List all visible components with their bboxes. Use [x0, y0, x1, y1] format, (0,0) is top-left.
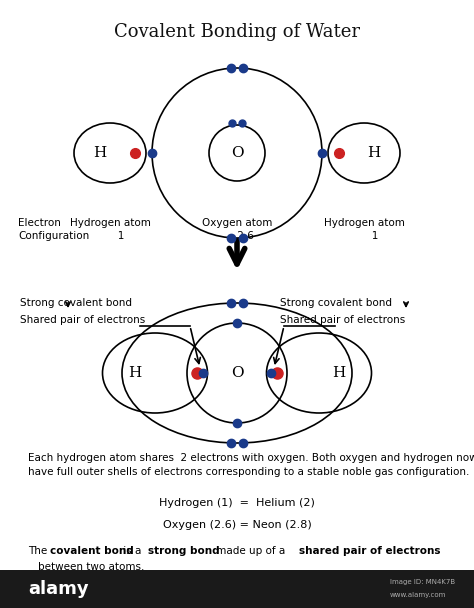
Text: Hydrogen (1)  =  Helium (2): Hydrogen (1) = Helium (2) — [159, 498, 315, 508]
Text: is a: is a — [120, 546, 145, 556]
Text: The: The — [28, 546, 51, 556]
Text: H: H — [332, 366, 346, 380]
Text: Image ID: MN4K7B: Image ID: MN4K7B — [390, 579, 455, 585]
Bar — [0, 570, 474, 608]
Text: Strong covalent bond: Strong covalent bond — [280, 298, 392, 308]
Text: Shared pair of electrons: Shared pair of electrons — [20, 315, 145, 325]
Text: Each hydrogen atom shares  2 electrons with oxygen. Both oxygen and hydrogen now: Each hydrogen atom shares 2 electrons wi… — [28, 453, 474, 477]
Text: made up of a: made up of a — [213, 546, 289, 556]
Text: Shared pair of electrons: Shared pair of electrons — [280, 315, 405, 325]
Text: O: O — [231, 146, 243, 160]
Text: H: H — [128, 366, 142, 380]
Text: H: H — [93, 146, 107, 160]
Text: shared pair of electrons: shared pair of electrons — [299, 546, 440, 556]
Text: strong bond: strong bond — [148, 546, 219, 556]
Text: H: H — [367, 146, 381, 160]
Text: Hydrogen atom
       1: Hydrogen atom 1 — [324, 218, 404, 241]
Text: www.alamy.com: www.alamy.com — [390, 592, 447, 598]
Text: Oxygen atom
     2.6: Oxygen atom 2.6 — [202, 218, 272, 241]
Text: Electron
Configuration: Electron Configuration — [18, 218, 89, 241]
Text: covalent bond: covalent bond — [50, 546, 134, 556]
Text: Oxygen (2.6) = Neon (2.8): Oxygen (2.6) = Neon (2.8) — [163, 520, 311, 530]
Text: Hydrogen atom
       1: Hydrogen atom 1 — [70, 218, 150, 241]
Text: O: O — [231, 366, 243, 380]
Text: Covalent Bonding of Water: Covalent Bonding of Water — [114, 23, 360, 41]
Text: alamy: alamy — [28, 580, 89, 598]
Text: between two atoms.: between two atoms. — [38, 562, 145, 572]
Text: Strong covalent bond: Strong covalent bond — [20, 298, 132, 308]
